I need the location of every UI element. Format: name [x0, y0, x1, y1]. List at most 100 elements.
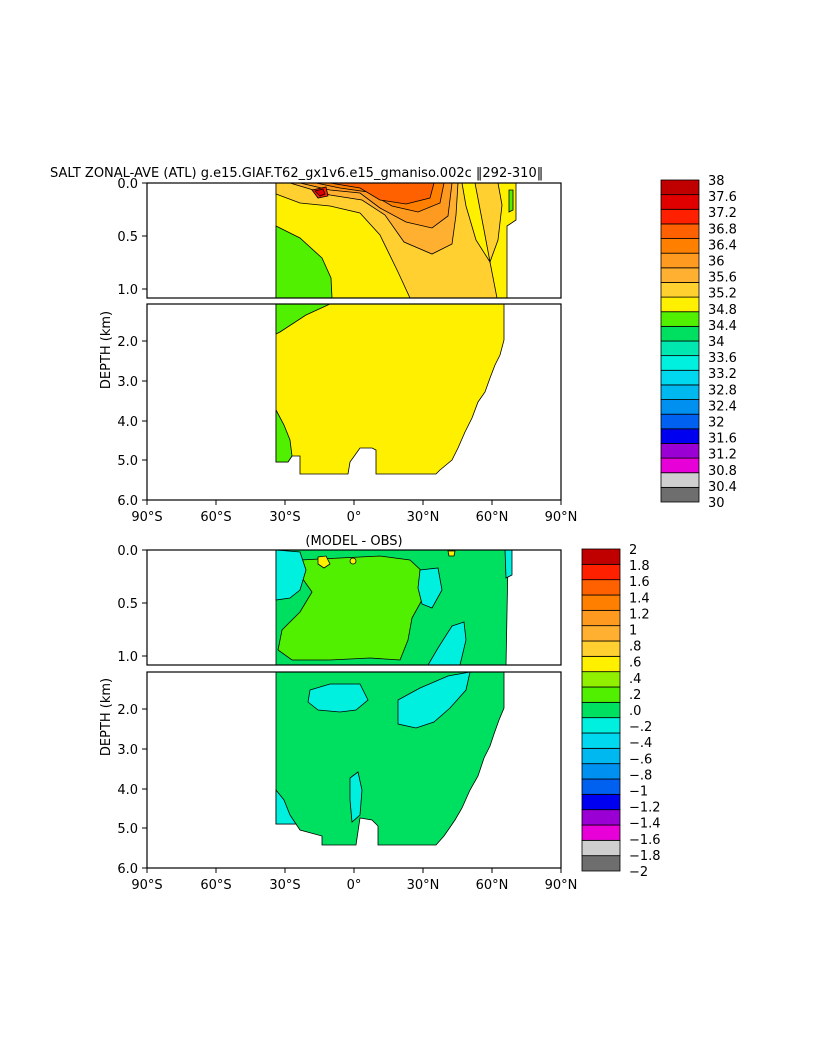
diff-colorbar-label: −.4	[629, 736, 652, 751]
diff-x-tick: 30°S	[269, 878, 300, 893]
salt-lower-field	[275, 304, 505, 475]
diff-colorbar-label: −1.6	[629, 833, 661, 848]
diff-colorbar-label: −.8	[629, 768, 652, 783]
salt-green-region	[275, 225, 333, 298]
salt-y-tick: 5.0	[117, 454, 138, 469]
diff-y-label: DEPTH (km)	[99, 678, 114, 756]
diff-colorbar-label: −1.2	[629, 801, 661, 816]
salt-y-tick: 0.5	[117, 230, 138, 245]
salt-colorbar-swatch	[660, 267, 700, 283]
diff-yellow-blob-2	[447, 550, 456, 557]
salt-colorbar-label: 36	[708, 255, 725, 270]
salt-x-axis	[146, 500, 562, 505]
diff-y-tick: 6.0	[117, 862, 138, 877]
salt-colorbar-label: 33.2	[708, 367, 737, 382]
diff-colorbar-swatch	[581, 809, 621, 826]
salt-colorbar-swatch	[660, 238, 700, 254]
diff-colorbar: 21.81.61.41.21.8.6.4.2.0−.2−.4−.6−.8−1−1…	[581, 543, 661, 880]
diff-colorbar-swatch	[581, 732, 621, 749]
diff-cyan-north	[427, 621, 467, 665]
diff-y-tick: 5.0	[117, 822, 138, 837]
diff-colorbar-label: −2	[629, 865, 648, 880]
salt-colorbar-label: 32.8	[708, 383, 737, 398]
salt-x-tick: 30°S	[269, 510, 300, 525]
diff-x-tick: 60°N	[476, 878, 509, 893]
salt-yellow-subtropic-n	[474, 183, 503, 264]
salt-colorbar-label: 36.8	[708, 222, 737, 237]
diff-colorbar-swatch	[581, 609, 621, 627]
salt-colorbar-label: 32.4	[708, 399, 737, 414]
diff-colorbar-swatch	[581, 563, 621, 581]
salt-colorbar-label: 35.2	[708, 287, 737, 302]
salt-green-arctic	[508, 189, 514, 213]
diff-y-tick: 1.0	[117, 650, 138, 665]
diff-x-tick: 90°S	[131, 878, 162, 893]
salt-colorbar-swatch	[660, 282, 700, 298]
salt-colorbar-label: 34	[708, 335, 725, 350]
diff-deep-cyan-1	[307, 683, 369, 713]
diff-y-tick: 2.0	[117, 703, 138, 718]
diff-cyan-west	[275, 550, 307, 601]
salt-y-tick: 0.0	[117, 177, 138, 192]
diff-colorbar-swatch	[581, 839, 621, 857]
salt-deep-yellow	[275, 304, 505, 475]
salt-deep-green-bottom	[275, 409, 293, 463]
salt-colorbar-swatch	[660, 413, 700, 430]
salt-colorbar-label: 30.4	[708, 480, 737, 495]
diff-colorbar-swatch	[581, 855, 621, 872]
diff-deep-cyan-3	[349, 771, 363, 823]
salt-colorbar-swatch	[660, 369, 700, 386]
salt-colorbar-swatch	[660, 223, 700, 239]
salt-colorbar-label: 30	[708, 496, 725, 511]
salt-colorbar-label: 30.8	[708, 464, 737, 479]
diff-colorbar-label: 1.6	[629, 575, 650, 590]
diff-colorbar-label: .4	[629, 672, 641, 687]
salt-colorbar-swatch	[660, 472, 700, 488]
diff-upper-field	[275, 550, 513, 665]
diff-colorbar-swatch	[581, 717, 621, 734]
salt-colorbar-label: 36.4	[708, 238, 737, 253]
diff-colorbar-label: −1	[629, 785, 648, 800]
salt-colorbar-label: 32	[708, 416, 725, 431]
diff-colorbar-label: −.6	[629, 752, 652, 767]
diff-colorbar-swatch	[581, 824, 621, 841]
diff-yellow-blob-1	[317, 555, 331, 569]
salt-colorbar-swatch	[660, 443, 700, 459]
salt-upper-field	[275, 183, 517, 298]
diff-x-tick: 30°N	[407, 878, 440, 893]
diff-colorbar-label: 1.2	[629, 607, 650, 622]
diff-colorbar-label: 2	[629, 543, 637, 558]
diff-y-tick: 0.5	[117, 597, 138, 612]
diff-deep-cyan-2	[397, 672, 471, 729]
salt-dark-red-region	[314, 188, 326, 197]
diff-x-tick: 0°	[347, 878, 362, 893]
salt-upper-frame	[146, 182, 562, 299]
diff-colorbar-swatch	[581, 747, 621, 765]
salt-colorbar-swatch	[660, 311, 700, 327]
salt-colorbar-label: 38	[708, 174, 725, 189]
salt-colorbar-swatch	[660, 179, 700, 196]
salt-colorbar-label: 34.4	[708, 319, 737, 334]
salt-y-tick: 4.0	[117, 415, 138, 430]
diff-cyan-mid	[417, 567, 443, 609]
diff-title: (MODEL - OBS)	[305, 534, 402, 549]
diff-colorbar-swatch	[581, 686, 621, 703]
diff-colorbar-swatch	[581, 701, 621, 719]
salt-y-tick: 3.0	[117, 375, 138, 390]
salt-x-tick: 30°N	[407, 510, 440, 525]
salt-colorbar-swatch	[660, 486, 700, 503]
diff-colorbar-swatch	[581, 763, 621, 780]
salt-colorbar-label: 34.8	[708, 303, 737, 318]
diff-colorbar-label: 1	[629, 624, 637, 639]
salt-colorbar-swatch	[660, 384, 700, 400]
diff-colorbar-swatch	[581, 625, 621, 642]
salt-colorbar: 3837.637.236.836.43635.635.234.834.43433…	[660, 174, 737, 511]
salt-colorbar-label: 37.6	[708, 190, 737, 205]
diff-deep-cyan-4	[275, 788, 297, 825]
salt-y-tick: 1.0	[117, 283, 138, 298]
salt-x-tick: 90°S	[131, 510, 162, 525]
diff-colorbar-label: 1.4	[629, 591, 650, 606]
diff-colorbar-swatch	[581, 548, 621, 565]
salt-y-tick: 6.0	[117, 494, 138, 509]
salt-colorbar-swatch	[660, 399, 700, 415]
